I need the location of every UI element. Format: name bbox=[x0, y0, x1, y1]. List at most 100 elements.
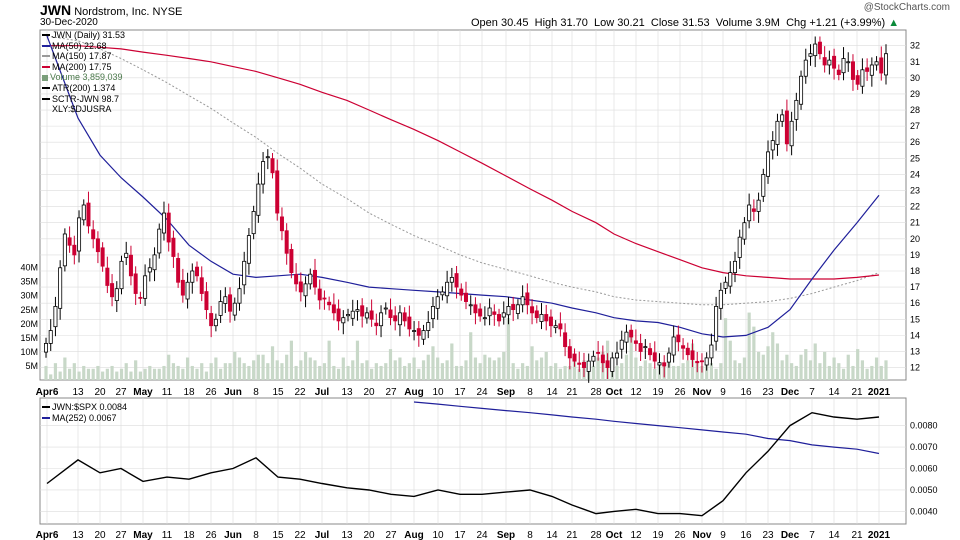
volume-bar bbox=[129, 371, 133, 380]
volume-bar bbox=[804, 349, 808, 380]
volume-bar bbox=[299, 360, 303, 380]
candle-body bbox=[591, 355, 596, 362]
candle-body bbox=[652, 352, 657, 362]
volume-bar bbox=[91, 368, 95, 380]
candle-body bbox=[242, 260, 247, 286]
volume-bar bbox=[771, 332, 775, 380]
ratio-ma-line bbox=[413, 401, 880, 455]
volume-bar bbox=[624, 354, 629, 380]
candle-body bbox=[657, 362, 662, 366]
x-tick-label-lower: Aug bbox=[404, 530, 423, 540]
candle-body bbox=[128, 254, 133, 277]
candle-body bbox=[124, 252, 129, 258]
volume-bar bbox=[860, 360, 865, 380]
candle-body bbox=[822, 57, 827, 66]
candle-body bbox=[459, 288, 464, 296]
volume-bar bbox=[473, 357, 478, 380]
volume-bar bbox=[572, 357, 577, 380]
x-tick-label-lower: 26 bbox=[674, 530, 686, 540]
volume-bar bbox=[738, 363, 742, 380]
candle-body bbox=[638, 343, 643, 352]
volume-bar bbox=[884, 360, 888, 380]
candle-body bbox=[487, 307, 492, 317]
volume-bar bbox=[384, 363, 388, 380]
candle-body bbox=[430, 305, 435, 320]
candle-body bbox=[789, 120, 794, 147]
x-tick-label-lower: Nov bbox=[693, 530, 712, 540]
volume-bar bbox=[181, 368, 185, 380]
volume-bar bbox=[700, 365, 704, 380]
x-tick-label-lower: 28 bbox=[590, 530, 602, 540]
volume-bar bbox=[459, 365, 463, 380]
legend-item: XLY:$DJUSRA bbox=[52, 104, 112, 115]
candle-body bbox=[501, 312, 506, 318]
price-tick-label: 29 bbox=[910, 89, 920, 99]
x-tick-label: Aug bbox=[404, 387, 423, 398]
candle-body bbox=[105, 267, 110, 286]
volume-bar bbox=[639, 365, 643, 380]
candle-body bbox=[421, 330, 426, 340]
volume-bar bbox=[152, 368, 157, 380]
x-tick-label-lower: Jul bbox=[315, 530, 330, 540]
volume-bar bbox=[667, 360, 671, 380]
volume-bar bbox=[242, 363, 246, 380]
volume-bar bbox=[469, 332, 473, 380]
x-tick-label: Nov bbox=[693, 387, 712, 398]
candle-body bbox=[119, 260, 124, 290]
x-tick-label: 23 bbox=[762, 387, 774, 398]
volume-bar bbox=[228, 363, 232, 380]
candle-body bbox=[581, 362, 586, 368]
volume-bar bbox=[195, 368, 199, 380]
candle-body bbox=[91, 229, 96, 240]
candle-body bbox=[775, 120, 780, 145]
volume-tick-label: 20M bbox=[20, 319, 38, 329]
x-tick-label-lower: 9 bbox=[720, 530, 726, 540]
volume-bar bbox=[544, 351, 548, 380]
candle-body bbox=[629, 329, 634, 338]
candle-body bbox=[397, 312, 402, 326]
volume-bar bbox=[808, 360, 813, 380]
candle-body bbox=[846, 61, 851, 64]
volume-bar bbox=[846, 354, 850, 380]
volume-bar bbox=[818, 363, 822, 380]
volume-bar bbox=[374, 363, 378, 380]
x-tick-label: 13 bbox=[72, 387, 84, 398]
x-tick-label-lower: 17 bbox=[454, 530, 466, 540]
legend-item: ATR(200) 1.374 bbox=[42, 83, 125, 94]
candle-body bbox=[648, 348, 653, 356]
candle-body bbox=[723, 281, 728, 289]
candle-body bbox=[530, 306, 535, 314]
price-tick-label: 17 bbox=[910, 282, 920, 292]
volume-bar bbox=[497, 357, 501, 380]
volume-bar bbox=[421, 360, 426, 380]
candle-body bbox=[567, 346, 572, 359]
volume-bar bbox=[185, 357, 190, 380]
volume-bar bbox=[502, 351, 506, 380]
volume-bar bbox=[351, 360, 355, 380]
candle-body bbox=[270, 158, 275, 174]
volume-bar bbox=[398, 357, 402, 380]
x-tick-label: 26 bbox=[205, 387, 217, 398]
candle-body bbox=[624, 331, 629, 343]
volume-bar bbox=[554, 363, 558, 380]
x-tick-label-lower: 26 bbox=[205, 530, 217, 540]
volume-bar bbox=[313, 360, 317, 380]
volume-bar bbox=[813, 343, 817, 380]
ratio-tick-label: 0.0070 bbox=[910, 442, 938, 452]
volume-bar bbox=[327, 340, 331, 380]
x-tick-label-lower: 21 bbox=[566, 530, 578, 540]
volume-bar bbox=[686, 360, 690, 380]
candle-body bbox=[294, 274, 299, 285]
candle-body bbox=[610, 357, 615, 372]
volume-tick-label: 40M bbox=[20, 263, 38, 273]
volume-bar bbox=[464, 360, 468, 380]
volume-bar bbox=[506, 318, 511, 380]
volume-bar bbox=[478, 363, 482, 380]
ratio-tick-label: 0.0080 bbox=[910, 421, 938, 431]
x-tick-label-lower: 14 bbox=[828, 530, 840, 540]
candle-body bbox=[817, 41, 822, 55]
volume-bar bbox=[492, 360, 496, 380]
volume-bar bbox=[63, 357, 67, 380]
volume-tick-label: 15M bbox=[20, 333, 38, 343]
exchange-label: NYSE bbox=[152, 6, 183, 18]
